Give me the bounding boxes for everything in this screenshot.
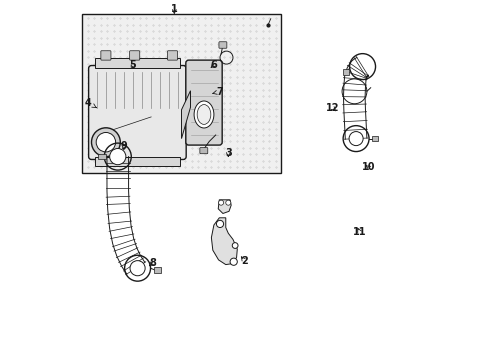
Circle shape	[91, 128, 120, 157]
Text: 8: 8	[149, 258, 156, 268]
Text: 5: 5	[129, 60, 136, 70]
Circle shape	[109, 149, 125, 165]
Text: 9: 9	[120, 141, 127, 151]
FancyBboxPatch shape	[185, 60, 222, 145]
Text: 3: 3	[224, 148, 231, 158]
Text: 6: 6	[210, 60, 217, 70]
Polygon shape	[95, 58, 179, 68]
Bar	[371, 136, 377, 141]
Ellipse shape	[197, 104, 210, 125]
FancyBboxPatch shape	[200, 148, 207, 154]
FancyBboxPatch shape	[167, 51, 177, 60]
Circle shape	[96, 132, 115, 152]
Circle shape	[225, 200, 230, 205]
Polygon shape	[218, 200, 231, 213]
Text: 11: 11	[352, 227, 366, 237]
Text: 10: 10	[361, 162, 375, 172]
Circle shape	[218, 200, 223, 205]
Circle shape	[130, 261, 145, 276]
Bar	[343, 69, 348, 75]
FancyBboxPatch shape	[129, 51, 140, 60]
FancyBboxPatch shape	[88, 66, 186, 159]
Bar	[82, 14, 280, 173]
Bar	[154, 267, 161, 273]
Circle shape	[216, 220, 223, 228]
Ellipse shape	[194, 101, 213, 128]
Polygon shape	[211, 218, 237, 265]
Circle shape	[230, 258, 237, 265]
FancyBboxPatch shape	[219, 42, 226, 48]
Text: 4: 4	[84, 98, 96, 108]
Circle shape	[232, 243, 238, 248]
Text: 12: 12	[325, 103, 339, 113]
Polygon shape	[181, 91, 190, 139]
Text: 1: 1	[171, 4, 177, 14]
Text: 2: 2	[241, 256, 247, 266]
Bar	[98, 154, 105, 159]
Polygon shape	[95, 157, 179, 166]
FancyBboxPatch shape	[101, 51, 111, 60]
Circle shape	[348, 131, 363, 145]
Text: 7: 7	[212, 87, 222, 97]
